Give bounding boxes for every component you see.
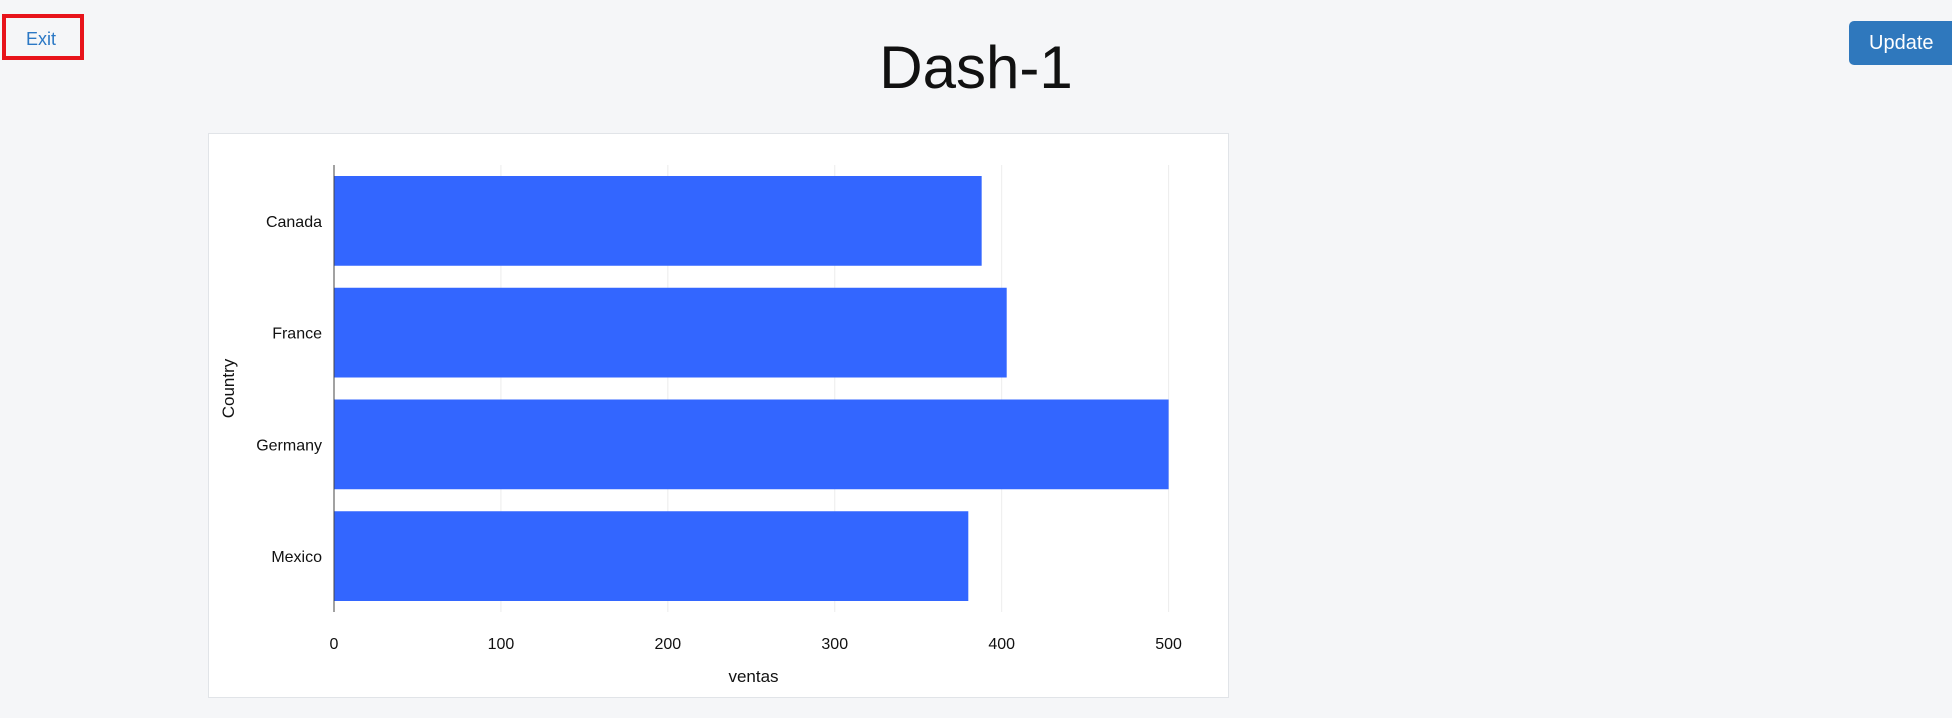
bar-germany[interactable] xyxy=(334,399,1169,490)
bar-mexico[interactable] xyxy=(334,511,969,601)
x-tick-label: 100 xyxy=(488,636,515,653)
y-tick-label: Mexico xyxy=(271,549,322,566)
bar-chart: 0 100 200 300 400 500 Canada France Germany Mexi… xyxy=(219,165,1183,686)
y-axis-title: Country xyxy=(219,358,238,418)
y-tick-label: Germany xyxy=(256,437,322,454)
x-tick-label: 300 xyxy=(821,636,848,653)
bar-canada[interactable] xyxy=(334,176,982,266)
y-tick-labels: Canada France Germany Mexico xyxy=(256,214,322,566)
exit-link[interactable]: Exit xyxy=(2,14,84,60)
x-axis-title: ventas xyxy=(728,667,778,686)
update-button[interactable]: Update xyxy=(1849,21,1952,65)
bars xyxy=(334,176,1169,601)
page-title: Dash-1 xyxy=(879,34,1073,101)
bar-france[interactable] xyxy=(334,287,1007,378)
bar-chart-card: 0 100 200 300 400 500 Canada France Germany Mexi… xyxy=(208,133,1229,698)
x-tick-label: 0 xyxy=(330,636,339,653)
y-tick-label: France xyxy=(272,326,322,343)
x-tick-label: 400 xyxy=(988,636,1015,653)
x-tick-label: 200 xyxy=(654,636,681,653)
x-tick-labels: 0 100 200 300 400 500 xyxy=(330,636,1183,653)
y-tick-label: Canada xyxy=(266,214,322,231)
x-tick-label: 500 xyxy=(1155,636,1182,653)
